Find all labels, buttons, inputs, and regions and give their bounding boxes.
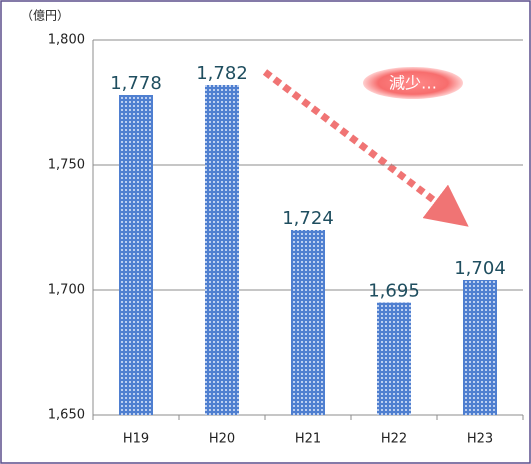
x-tick-label: H19 xyxy=(123,432,149,447)
x-tick-label: H20 xyxy=(209,432,235,447)
bar xyxy=(205,85,239,415)
bar xyxy=(291,230,325,415)
annotation-bubble xyxy=(363,67,463,99)
y-tick-label: 1,750 xyxy=(48,158,85,173)
bar xyxy=(119,95,153,415)
value-label: 1,704 xyxy=(454,258,506,279)
x-tick-label: H23 xyxy=(467,432,493,447)
y-tick-label: 1,700 xyxy=(48,283,85,298)
value-label: 1,778 xyxy=(110,73,162,94)
x-tick-label: H21 xyxy=(295,432,321,447)
annotation: 減少… xyxy=(389,74,437,93)
trend-arrow xyxy=(262,69,469,227)
bar xyxy=(463,280,497,415)
value-label: 1,724 xyxy=(282,208,334,229)
value-label: 1,782 xyxy=(196,63,248,84)
unit-label: （億円） xyxy=(21,9,69,23)
y-tick-label: 1,800 xyxy=(48,33,85,48)
x-tick-label: H22 xyxy=(381,432,407,447)
value-label: 1,695 xyxy=(368,281,420,302)
bar xyxy=(377,302,411,415)
y-tick-label: 1,650 xyxy=(48,408,85,423)
